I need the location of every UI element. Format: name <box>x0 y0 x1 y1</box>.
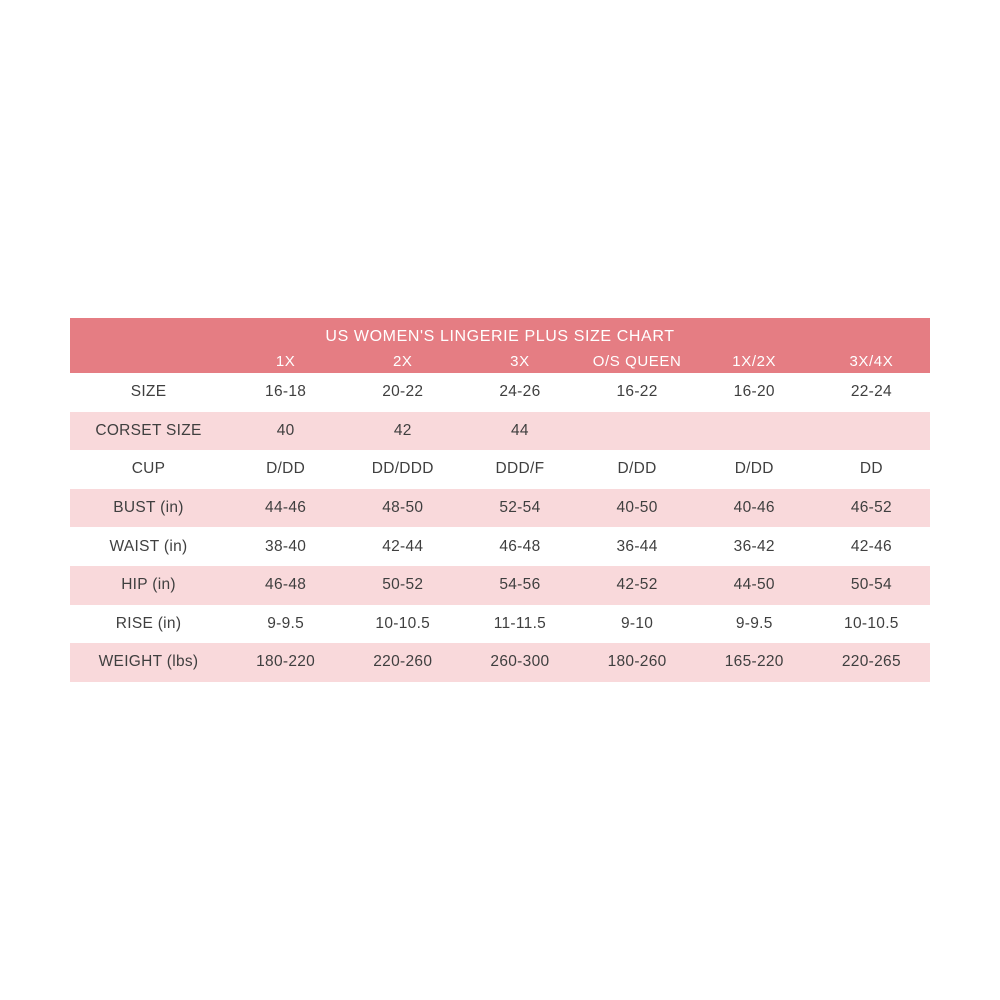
column-header: 3X <box>510 352 530 370</box>
row-label: WEIGHT (lbs) <box>98 653 199 671</box>
cell: 220-265 <box>841 653 901 671</box>
cell: 42-44 <box>382 537 424 555</box>
column-header: 3X/4X <box>849 352 894 370</box>
cell: DD <box>859 460 883 478</box>
table-row: RISE (in) 9-9.5 10-10.5 11-11.5 9-10 9-9.5 10-… <box>70 604 930 644</box>
cell: 38-40 <box>265 537 307 555</box>
cell: 16-18 <box>265 383 307 401</box>
cell: 46-52 <box>850 499 892 517</box>
row-label: WAIST (in) <box>109 537 188 555</box>
cell: 180-220 <box>256 653 316 671</box>
chart-title: US WOMEN'S LINGERIE PLUS SIZE CHART <box>325 328 675 345</box>
column-header-row: 1X 2X 3X O/S QUEEN 1X/2X 3X/4X <box>70 349 930 373</box>
cell: 40 <box>276 421 295 439</box>
table-row: HIP (in) 46-48 50-52 54-56 42-52 44-50 50-54 <box>70 565 930 605</box>
table-body: SIZE 16-18 20-22 24-26 16-22 16-20 22-24 CORSET… <box>70 373 930 682</box>
cell: 44-50 <box>733 576 775 594</box>
cell: 165-220 <box>724 653 784 671</box>
cell: 44 <box>511 421 529 439</box>
column-header: 2X <box>392 352 413 370</box>
column-header: 1X <box>275 352 296 370</box>
cell: 46-48 <box>499 537 541 555</box>
cell: 24-26 <box>499 383 541 401</box>
table-row: CUP D/DD DD/DDD DDD/F D/DD D/DD DD <box>70 450 930 489</box>
cell: D/DD <box>266 460 306 478</box>
cell: 40-46 <box>733 499 775 517</box>
cell: 42-46 <box>850 537 892 555</box>
row-label: CUP <box>131 460 166 478</box>
cell: 46-48 <box>265 576 307 594</box>
cell: 42-52 <box>616 576 658 594</box>
cell: 36-44 <box>616 537 658 555</box>
cell: 40-50 <box>616 499 658 517</box>
cell: 50-52 <box>382 576 424 594</box>
cell: 22-24 <box>850 383 892 401</box>
cell: 54-56 <box>499 576 541 594</box>
cell: 9-9.5 <box>267 614 305 632</box>
cell: 50-54 <box>850 576 892 594</box>
table-row: BUST (in) 44-46 48-50 52-54 40-50 40-46 46-52 <box>70 488 930 528</box>
cell: 44-46 <box>265 499 307 517</box>
cell: 42 <box>393 421 412 439</box>
cell: 9-10 <box>620 614 654 632</box>
cell: 16-22 <box>616 383 658 401</box>
row-label: HIP (in) <box>121 576 176 594</box>
cell: 10-10.5 <box>844 614 899 632</box>
cell: DDD/F <box>495 460 545 478</box>
row-label: RISE (in) <box>115 614 182 632</box>
cell: 48-50 <box>382 499 424 517</box>
cell: 20-22 <box>382 383 424 401</box>
cell: 52-54 <box>499 499 541 517</box>
row-label: SIZE <box>130 383 167 401</box>
row-label: BUST (in) <box>113 499 184 517</box>
table-row: WAIST (in) 38-40 42-44 46-48 36-44 36-42 42-46 <box>70 527 930 566</box>
table-row: CORSET SIZE 40 42 44 <box>70 411 930 451</box>
cell: 220-260 <box>373 653 433 671</box>
size-chart-table: US WOMEN'S LINGERIE PLUS SIZE CHART 1X 2X… <box>70 318 930 682</box>
cell: 36-42 <box>733 537 775 555</box>
table-row: WEIGHT (lbs) 180-220 220-260 260-300 180-260… <box>70 643 930 682</box>
column-header: O/S QUEEN <box>592 352 682 370</box>
cell: D/DD <box>617 460 657 478</box>
cell: 9-9.5 <box>735 614 773 632</box>
cell: 260-300 <box>490 653 550 671</box>
size-chart-header: US WOMEN'S LINGERIE PLUS SIZE CHART 1X 2X… <box>70 318 930 373</box>
cell: DD/DDD <box>371 460 434 478</box>
cell: D/DD <box>734 460 774 478</box>
cell: 16-20 <box>733 383 775 401</box>
cell: 180-260 <box>607 653 667 671</box>
cell: 10-10.5 <box>375 614 431 632</box>
table-row: SIZE 16-18 20-22 24-26 16-22 16-20 22-24 <box>70 373 930 412</box>
cell: 11-11.5 <box>493 614 547 632</box>
row-label: CORSET SIZE <box>95 421 202 439</box>
column-header: 1X/2X <box>732 352 777 370</box>
